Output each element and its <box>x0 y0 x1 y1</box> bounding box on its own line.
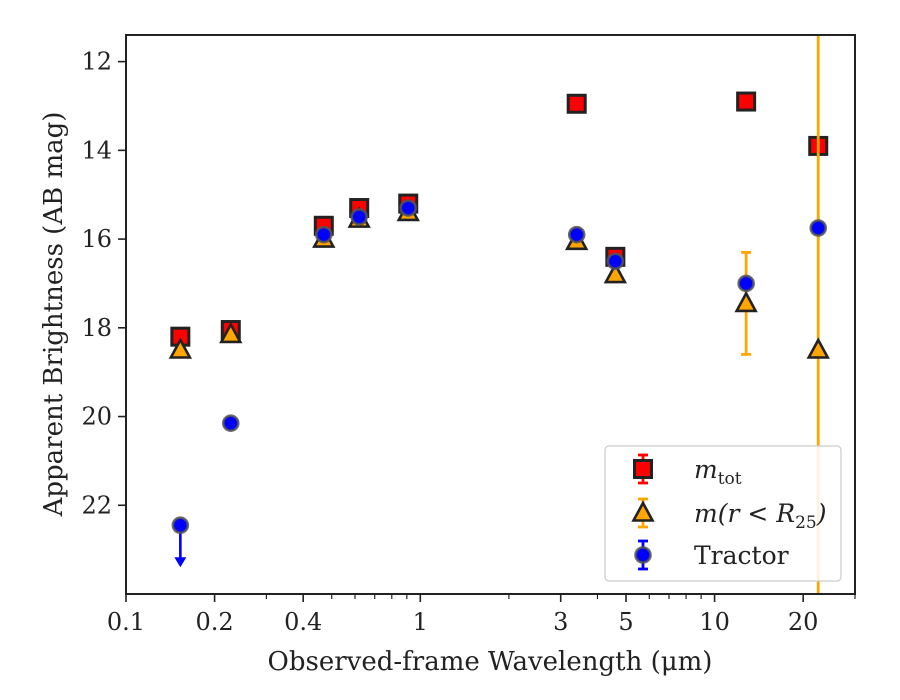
data-point-circle <box>606 252 625 271</box>
data-point-circle <box>809 219 828 237</box>
y-tick-label: 12 <box>81 48 112 76</box>
x-tick-label: 0.1 <box>107 608 145 636</box>
series-circle <box>171 199 828 568</box>
legend: mtot m(r < R25) Tractor <box>604 445 842 582</box>
data-point-circle <box>567 225 586 244</box>
legend-frame <box>604 445 842 582</box>
x-tick-label: 0.4 <box>284 608 322 636</box>
x-tick-label: 10 <box>699 608 730 636</box>
x-axis-ticks: 0.1 0.2 0.4 1 3 5 10 20 <box>107 594 856 636</box>
plot-frame <box>125 34 856 595</box>
data-point-triangle <box>168 337 193 359</box>
data-point-circle <box>737 274 755 293</box>
legend-marker-triangle <box>631 500 655 522</box>
data-point-circle <box>314 225 333 244</box>
x-axis-label: Observed-frame Wavelength (μm) <box>268 647 713 677</box>
data-point-circle <box>171 516 190 535</box>
legend-label: Tractor <box>694 541 789 570</box>
y-tick-label: 16 <box>81 225 112 253</box>
data-point-triangle <box>603 261 628 284</box>
y-axis-ticks: 12 14 16 18 20 22 <box>81 48 126 519</box>
y-tick-label: 20 <box>81 403 112 431</box>
data-point-square <box>566 93 587 114</box>
y-tick-label: 18 <box>81 314 112 342</box>
y-axis-label: Apparent Brightness (AB mag) <box>39 112 69 518</box>
y-tick-label: 22 <box>81 491 112 519</box>
data-point-triangle <box>734 290 758 313</box>
x-tick-label: 20 <box>788 608 819 636</box>
x-tick-label: 5 <box>618 608 633 636</box>
y-tick-label: 14 <box>81 136 112 164</box>
data-point-circle <box>221 414 240 432</box>
data-point-square <box>736 91 757 112</box>
legend-label: mtot <box>694 455 742 489</box>
legend-marker-circle <box>634 546 652 564</box>
data-point-circle <box>350 208 368 226</box>
data-point-circle <box>399 199 418 217</box>
legend-label: m(r < R25) <box>694 499 826 533</box>
x-tick-label: 3 <box>553 608 568 636</box>
legend-marker-square <box>633 459 653 479</box>
x-tick-label: 0.2 <box>196 608 234 636</box>
data-point-triangle <box>219 321 243 344</box>
x-tick-label: 1 <box>413 608 428 636</box>
upper-limit-arrow-head <box>174 557 187 568</box>
data-point-triangle <box>806 337 830 359</box>
